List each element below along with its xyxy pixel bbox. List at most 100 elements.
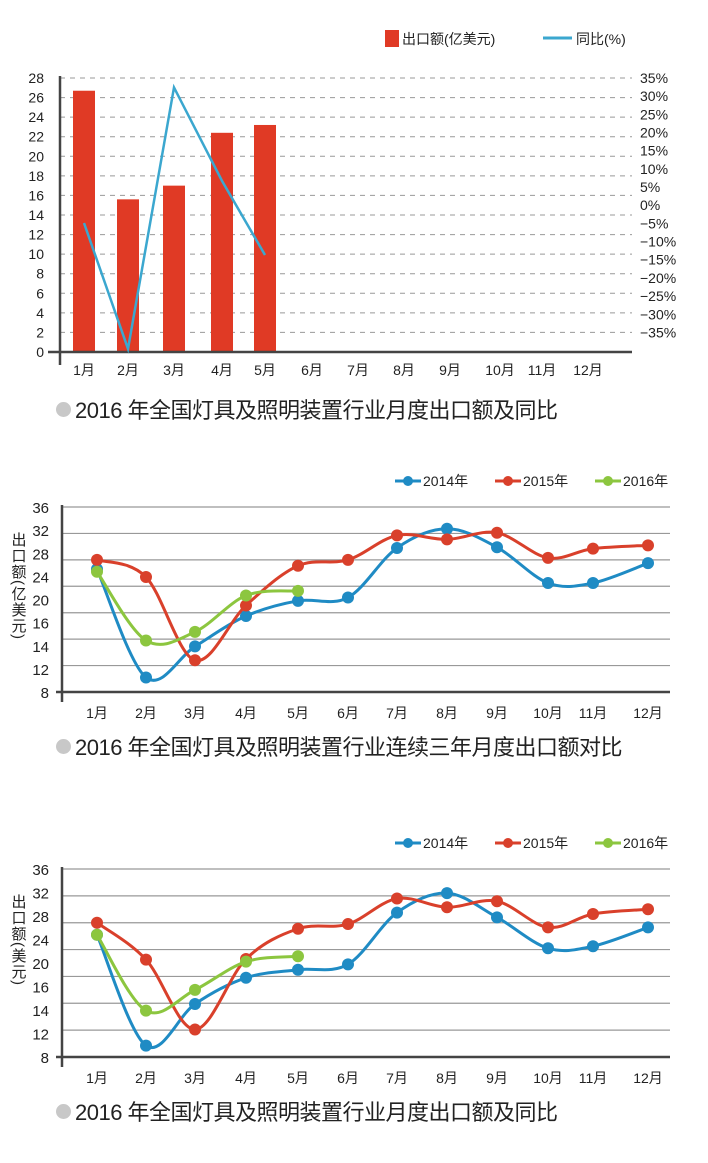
x-tick-label: 11月 xyxy=(579,1070,608,1086)
x-tick-label: 3月 xyxy=(184,1070,206,1086)
x-tick-label: 2月 xyxy=(135,1070,157,1086)
y-tick-label: 14 xyxy=(32,1003,49,1020)
x-tick-label: 9月 xyxy=(486,705,508,721)
data-point xyxy=(292,950,304,963)
y-tick-label: 8 xyxy=(41,1050,49,1067)
x-tick-label: 11月 xyxy=(528,362,557,378)
y2-tick-label: 30% xyxy=(640,88,668,104)
x-tick-label: 6月 xyxy=(337,705,359,721)
y-tick-label: 36 xyxy=(32,500,49,517)
x-tick-label: 12月 xyxy=(633,705,663,721)
x-tick-label: 6月 xyxy=(337,1070,359,1086)
y2-tick-label: 20% xyxy=(640,125,668,141)
legend-label: 2015年 xyxy=(523,473,568,489)
bullet-icon xyxy=(56,1103,71,1119)
y-tick-label: 24 xyxy=(28,109,44,125)
x-tick-label: 4月 xyxy=(235,1070,257,1086)
y-tick-label: 28 xyxy=(28,70,44,86)
y-tick-label: 24 xyxy=(32,933,49,950)
data-point xyxy=(342,591,354,604)
legend-marker xyxy=(403,476,413,486)
y2-tick-label: 15% xyxy=(640,143,668,159)
x-tick-label: 11月 xyxy=(579,705,608,721)
x-tick-label: 9月 xyxy=(486,1070,508,1086)
y-tick-label: 0 xyxy=(36,344,44,360)
data-point xyxy=(240,610,252,623)
data-point xyxy=(342,553,354,566)
bar xyxy=(254,124,276,352)
x-tick-label: 3月 xyxy=(184,705,206,721)
data-point xyxy=(189,1023,201,1036)
y-tick-label: 8 xyxy=(36,266,44,282)
legend-label: 2014年 xyxy=(423,835,468,851)
legend-marker xyxy=(603,476,613,486)
x-tick-label: 1月 xyxy=(73,362,95,378)
data-point xyxy=(542,551,554,564)
y2-tick-label: 0% xyxy=(640,197,660,213)
data-point xyxy=(91,553,103,566)
data-point xyxy=(189,983,201,996)
x-tick-label: 2月 xyxy=(135,705,157,721)
line-chart-three-years: 36 32 28 24 20 16 14 12 8 出口额(亿美元) 2014年 2015年 2016年… xyxy=(10,473,670,721)
y-tick-label: 8 xyxy=(41,685,49,702)
data-point xyxy=(189,997,201,1010)
series-line-2015年 xyxy=(96,530,649,662)
y-tick-label: 24 xyxy=(32,569,49,586)
data-point xyxy=(140,1039,152,1052)
chart-caption-2: 2016 年全国灯具及照明装置行业连续三年月度出口额对比 xyxy=(56,730,623,762)
x-tick-label: 2月 xyxy=(117,362,139,378)
legend-marker xyxy=(503,476,513,486)
data-point xyxy=(642,539,654,552)
y-tick-label: 32 xyxy=(32,886,49,903)
data-point xyxy=(342,958,354,971)
y-tick-label: 14 xyxy=(28,207,44,223)
x-tick-label: 8月 xyxy=(436,1070,458,1086)
y-tick-label: 4 xyxy=(36,305,44,321)
data-point xyxy=(542,921,554,934)
bar xyxy=(163,185,185,352)
y2-tick-label: −5% xyxy=(640,215,668,231)
data-point xyxy=(91,565,103,578)
y-tick-label: 16 xyxy=(28,187,44,203)
x-tick-label: 6月 xyxy=(301,362,323,378)
y-tick-label: 10 xyxy=(28,246,44,262)
data-point xyxy=(292,559,304,572)
data-point xyxy=(391,892,403,905)
caption-text: 2016 年全国灯具及照明装置行业月度出口额及同比 xyxy=(75,1100,558,1125)
data-point xyxy=(189,625,201,638)
data-point xyxy=(587,576,599,589)
data-point xyxy=(240,971,252,984)
y-tick-label: 16 xyxy=(32,616,49,633)
x-tick-label: 9月 xyxy=(439,362,461,378)
x-tick-label: 8月 xyxy=(436,705,458,721)
bullet-icon xyxy=(56,401,71,417)
y2-tick-label: −10% xyxy=(640,234,676,250)
data-point xyxy=(91,928,103,941)
x-tick-label: 1月 xyxy=(86,705,108,721)
data-point xyxy=(542,576,554,589)
data-point xyxy=(189,654,201,667)
y2-tick-label: 25% xyxy=(640,106,668,122)
data-point xyxy=(391,529,403,542)
data-point xyxy=(587,907,599,920)
legend-label-line: 同比(%) xyxy=(576,31,626,47)
legend-marker xyxy=(503,838,513,848)
y-tick-label: 20 xyxy=(32,593,49,610)
data-point xyxy=(292,963,304,976)
series-line-2014年 xyxy=(95,527,649,682)
legend-swatch-bar xyxy=(385,30,399,47)
x-tick-label: 12月 xyxy=(633,1070,663,1086)
data-point xyxy=(391,541,403,554)
x-tick-label: 10月 xyxy=(533,705,563,721)
legend-marker xyxy=(403,838,413,848)
y-tick-label: 16 xyxy=(32,980,49,997)
data-point xyxy=(342,918,354,931)
legend-label: 2015年 xyxy=(523,835,568,851)
y-tick-label: 28 xyxy=(32,546,49,563)
legend-label: 2014年 xyxy=(423,473,468,489)
y2-tick-label: −15% xyxy=(640,252,676,268)
data-point xyxy=(441,901,453,914)
data-point xyxy=(140,953,152,966)
data-point xyxy=(587,940,599,953)
